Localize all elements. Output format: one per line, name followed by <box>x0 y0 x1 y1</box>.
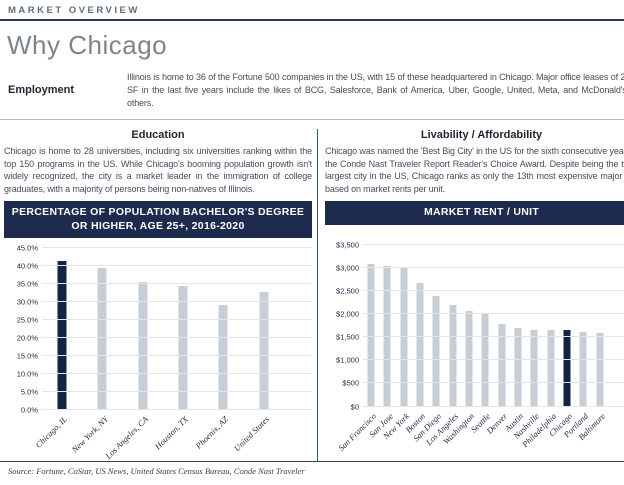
bar-slot: Washington <box>441 245 477 446</box>
y-tick-label: $2,500 <box>336 286 359 296</box>
gridline <box>363 336 624 338</box>
livability-heading: Livability / Affordability <box>420 129 543 142</box>
y-tick-label: $3,000 <box>336 263 359 273</box>
y-tick-label: 40.0% <box>16 261 38 271</box>
y-tick-label: $500 <box>342 378 359 388</box>
bar-slots: Chicago, IL New York, NY Los Angeles, CA Ho… <box>33 248 284 461</box>
bar-slot: Nashville <box>512 245 542 440</box>
employment-paragraph: Illinois is home to 36 of the Fortune 50… <box>127 72 624 108</box>
gridline <box>363 243 624 245</box>
bar-slot: Austin <box>503 245 526 433</box>
education-heading: Education <box>131 129 185 142</box>
bar-slot: Chicago <box>547 245 575 438</box>
chart-bar <box>449 304 457 407</box>
source-citation: Source: Fortune, CoStar, US News, United… <box>8 466 305 476</box>
gridline <box>42 247 312 249</box>
chart-bar <box>218 305 228 411</box>
y-tick-label: 15.0% <box>16 351 38 361</box>
bar-slot: Los Angeles, CA <box>103 248 163 461</box>
y-tick-label: 25.0% <box>16 315 38 325</box>
gridline <box>42 283 312 285</box>
page-title: Why Chicago <box>7 30 168 60</box>
bar-slot: Chicago, IL <box>33 248 82 450</box>
bar-slot: Portland <box>562 245 591 439</box>
education-chart-banner: PERCENTAGE OF POPULATION BACHELOR'S DEGR… <box>4 200 312 239</box>
y-tick-label: $1,500 <box>336 332 359 342</box>
education-paragraph: Chicago is home to 28 universities, incl… <box>4 146 312 194</box>
bar-slot: Los Angeles <box>424 245 461 447</box>
y-axis: $3,500 $3,000 $2,500 $2,000 $1,500 $1,000 $500… <box>325 240 359 411</box>
y-tick-label: $3,500 <box>336 240 359 250</box>
bar-slot: Seattle <box>469 245 493 434</box>
y-tick-label: 35.0% <box>16 279 38 289</box>
bar-slot: San Diego <box>411 245 444 443</box>
chart-bar <box>563 330 571 407</box>
chart-bar <box>367 264 375 407</box>
y-tick-label: $1,000 <box>336 355 359 365</box>
gridline <box>363 266 624 268</box>
livability-column: Livability / Affordability Chicago was n… <box>317 129 624 463</box>
bar-slot: Denver <box>484 245 510 435</box>
gridline <box>363 289 624 291</box>
education-column: Education Chicago is home to 28 universi… <box>0 129 317 462</box>
two-column-layout: Education Chicago is home to 28 universi… <box>0 129 624 463</box>
eyebrow-heading: MARKET OVERVIEW <box>0 0 624 21</box>
bar-slot: United States <box>232 248 284 454</box>
market-rent-chart-banner: MARKET RENT / UNIT <box>325 200 624 225</box>
chart-bar <box>547 329 555 407</box>
market-rent-chart: $3,500 $3,000 $2,500 $2,000 $1,500 $1,000 $500… <box>325 240 624 459</box>
bar-slot: New York, NY <box>69 248 122 455</box>
chart-bar <box>178 286 188 411</box>
y-tick-label: 30.0% <box>16 297 38 307</box>
y-tick-label: 5.0% <box>20 387 38 397</box>
gridline <box>42 265 312 267</box>
gridline <box>363 382 624 384</box>
livability-paragraph: Chicago was named the 'Best Big City' in… <box>325 146 624 194</box>
gridline <box>42 319 312 321</box>
y-tick-label: $0 <box>350 402 359 412</box>
chart-bar <box>481 314 489 407</box>
chart-bar <box>57 260 67 411</box>
gridline <box>42 301 312 303</box>
chart-bar <box>498 323 506 407</box>
gridline <box>42 391 312 393</box>
gridline <box>363 405 624 407</box>
y-axis: 45.0% 40.0% 35.0% 30.0% 25.0% 20.0% 15.0% 10.0%… <box>4 244 38 415</box>
gridline <box>363 313 624 314</box>
bar-slot: San Francisco <box>336 245 379 453</box>
bar-slot: Houston, TX <box>153 248 203 452</box>
chart-bar <box>579 331 587 407</box>
gridline <box>42 355 312 357</box>
chart-bar <box>97 268 107 411</box>
chart-bar <box>138 282 148 411</box>
chart-bar <box>514 328 522 407</box>
plot-area: Chicago, IL New York, NY Los Angeles, CA Ho… <box>33 247 312 461</box>
plot-area: San Francisco San Jose New York Boston San D… <box>336 243 624 453</box>
bachelors-degree-chart: 45.0% 40.0% 35.0% 30.0% 25.0% 20.0% 15.0% 10.0%… <box>4 244 312 462</box>
gridline <box>363 359 624 361</box>
chart-bar <box>465 310 473 407</box>
chart-bar <box>259 292 269 411</box>
gridline <box>42 409 312 411</box>
bar-slot: Philadelphia <box>520 245 559 449</box>
chart-bar <box>530 329 538 407</box>
y-tick-label: 20.0% <box>16 333 38 343</box>
y-tick-label: $2,000 <box>336 309 359 319</box>
employment-section: Employment Illinois is home to 36 of the… <box>0 71 624 121</box>
y-tick-label: 10.0% <box>16 369 38 379</box>
bar-slot: Boston <box>403 245 428 434</box>
gridline <box>42 337 312 339</box>
gridline <box>42 373 312 375</box>
footer: Source: Fortune, CoStar, US News, United… <box>0 461 624 476</box>
bar-slot: Baltimore <box>576 245 608 441</box>
y-tick-label: 0.0% <box>20 405 38 415</box>
chart-bar <box>596 333 604 407</box>
bar-slot: Phoenix, AZ <box>194 248 243 451</box>
employment-label: Employment <box>8 84 75 97</box>
chart-bar <box>416 282 424 407</box>
y-tick-label: 45.0% <box>16 243 38 253</box>
chart-bar <box>432 295 440 407</box>
